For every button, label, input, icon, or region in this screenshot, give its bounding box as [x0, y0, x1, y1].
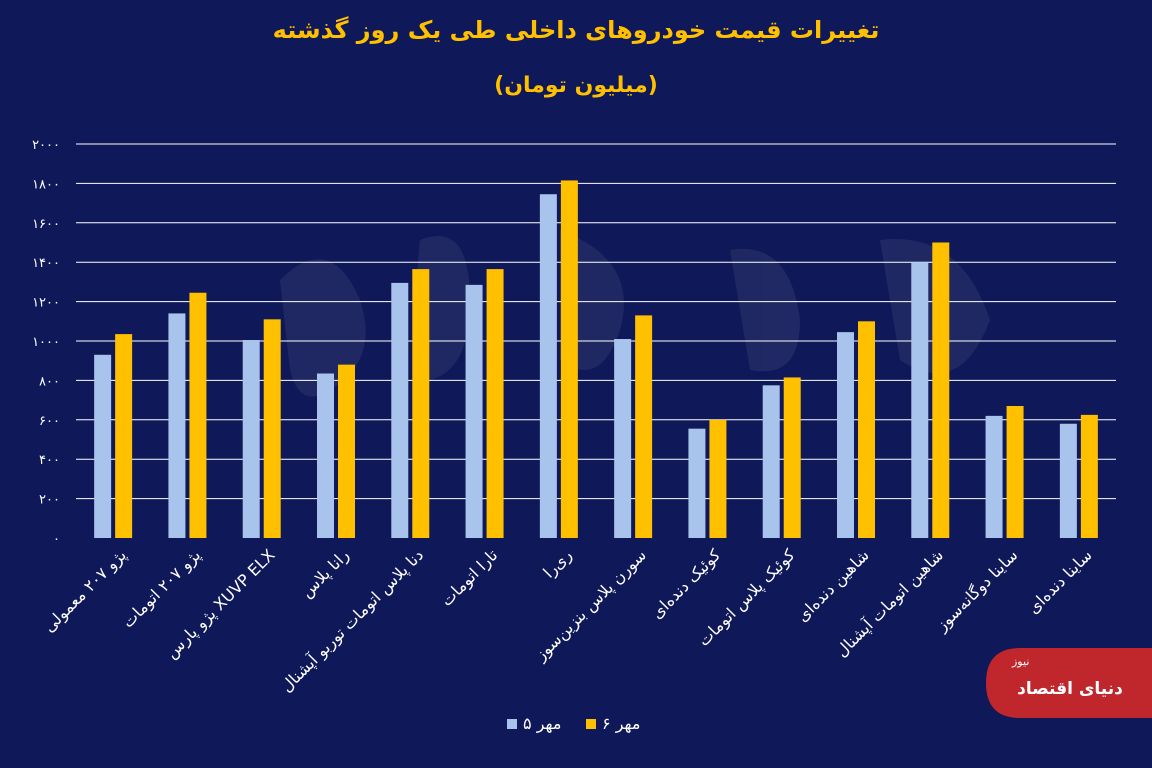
bar-series-0-cat-3	[317, 373, 334, 538]
legend-swatch-series-1	[586, 719, 596, 729]
bar-series-0-cat-0	[94, 354, 112, 538]
bar-series-0-cat-12	[985, 415, 1003, 538]
y-tick-label: ۱۸۰۰	[32, 177, 60, 192]
bar-series-1-cat-0	[115, 334, 133, 538]
y-tick-label: ۴۰۰	[39, 453, 60, 468]
bar-series-0-cat-13	[1059, 423, 1077, 538]
bar-series-1-cat-10	[858, 321, 875, 538]
bar-series-1-cat-13	[1080, 414, 1098, 538]
bar-series-1-cat-6	[560, 180, 578, 538]
bar-series-0-cat-6	[539, 194, 557, 539]
y-tick-label: ۰	[53, 532, 60, 547]
bar-series-0-cat-5	[465, 284, 483, 538]
y-tick-label: ۱۲۰۰	[32, 296, 60, 311]
bar-series-0-cat-9	[762, 385, 780, 538]
x-tick-label: تارا اتومات	[437, 545, 502, 610]
y-tick-label: ۱۶۰۰	[32, 217, 60, 232]
legend-label-series-1: ۶ مهر	[602, 714, 640, 734]
bar-series-0-cat-8	[688, 428, 706, 538]
chart-subtitle: (میلیون تومان)	[494, 73, 658, 98]
bar-series-0-cat-11	[911, 262, 929, 538]
x-tick-label: رانا پلاس	[297, 545, 354, 602]
bar-series-1-cat-4	[412, 269, 430, 538]
bar-series-0-cat-1	[168, 313, 186, 538]
bar-series-1-cat-3	[338, 364, 355, 538]
legend-label-series-0: ۵ مهر	[523, 714, 561, 734]
bar-series-0-cat-7	[614, 339, 632, 538]
bar-series-1-cat-8	[709, 419, 727, 538]
x-tick-label: شاهین دنده‌ای	[793, 545, 874, 626]
bars	[94, 180, 1098, 539]
logo-suffix: نیوز	[1011, 655, 1029, 668]
logo: نیوز دنیای اقتصاد	[986, 648, 1152, 718]
y-tick-label: ۱۰۰۰	[32, 335, 60, 350]
y-tick-label: ۲۰۰	[39, 493, 60, 508]
bar-series-1-cat-7	[635, 315, 653, 538]
bar-series-0-cat-10	[837, 332, 854, 538]
legend-swatch-series-0	[507, 719, 517, 729]
x-tick-label: ری‌را	[539, 545, 576, 582]
bar-series-0-cat-4	[391, 282, 409, 538]
x-tick-label: دنا پلاس اتومات توربو آپشنال	[277, 545, 428, 696]
bar-series-1-cat-1	[189, 292, 207, 538]
bar-series-1-cat-11	[932, 242, 950, 538]
logo-text: دنیای اقتصاد	[1017, 679, 1123, 699]
bar-series-1-cat-9	[783, 377, 801, 538]
bar-series-0-cat-2	[242, 340, 260, 538]
watermark	[280, 230, 990, 397]
bar-series-1-cat-5	[486, 269, 504, 538]
bar-series-1-cat-12	[1006, 406, 1024, 538]
legend: ۵ مهر ۶ مهر	[507, 714, 640, 734]
y-tick-label: ۸۰۰	[39, 374, 60, 389]
chart-title: تغییرات قیمت خودروهای داخلی طی یک روز گذ…	[273, 16, 880, 44]
x-tick-label: ساینا دنده‌ای	[1024, 545, 1096, 617]
bar-series-1-cat-2	[263, 319, 281, 538]
y-tick-label: ۶۰۰	[39, 414, 60, 429]
y-tick-label: ۲۰۰۰	[32, 138, 60, 153]
y-tick-label: ۱۴۰۰	[32, 256, 60, 271]
x-tick-label: کوئیک دنده‌ای	[647, 545, 725, 623]
x-tick-label: پژو ۲۰۷ معمولی	[39, 545, 130, 636]
y-axis: ۰ ۲۰۰ ۴۰۰ ۶۰۰ ۸۰۰ ۱۰۰۰ ۱۲۰۰ ۱۴۰۰ ۱۶۰۰ ۱۸۰۰ ۲۰۰۰	[32, 138, 60, 547]
